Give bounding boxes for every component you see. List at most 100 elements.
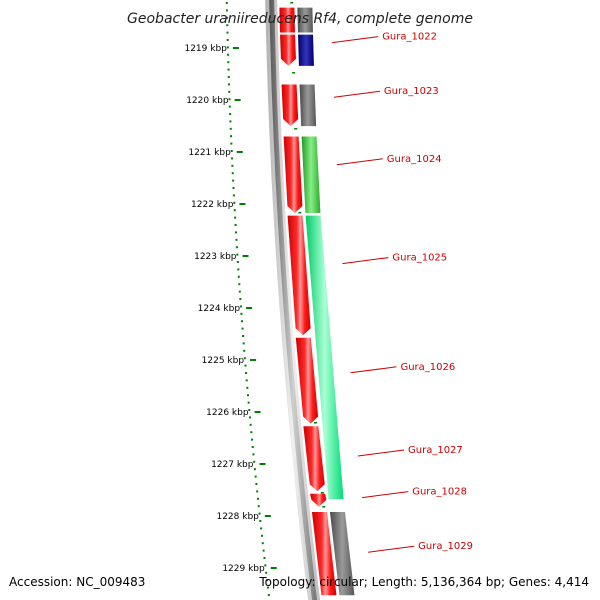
tick-dot bbox=[232, 187, 235, 189]
inner-tick-dot bbox=[290, 2, 294, 4]
tick-dot bbox=[235, 238, 238, 241]
gene-label: Gura_1023 bbox=[384, 86, 439, 97]
gene-feature-col bbox=[298, 34, 314, 66]
tick-dot bbox=[235, 246, 238, 249]
gene-feature-red bbox=[287, 215, 311, 336]
gene-feature-col bbox=[329, 512, 355, 596]
gene-feature-col bbox=[299, 84, 317, 127]
tick-dot bbox=[247, 401, 250, 404]
tick-dot bbox=[239, 305, 242, 308]
tick-dot bbox=[226, 31, 229, 34]
tick-dot bbox=[263, 557, 266, 559]
gene-label: Gura_1028 bbox=[412, 487, 467, 498]
tick-dot bbox=[244, 364, 247, 367]
kbp-label: 1219 kbp bbox=[184, 44, 227, 54]
tick-dot bbox=[245, 379, 248, 382]
gene-leader-line bbox=[368, 545, 415, 553]
gene-feature-red bbox=[295, 337, 319, 424]
tick-dot bbox=[228, 90, 231, 93]
tick-dot bbox=[249, 423, 252, 426]
inner-tick-dot bbox=[322, 506, 326, 508]
accession-text: Accession: NC_009483 bbox=[9, 575, 145, 589]
map-title: Geobacter uraniireducens Rf4, complete g… bbox=[127, 11, 473, 27]
tick-dot bbox=[264, 564, 267, 567]
tick-dot bbox=[227, 61, 230, 64]
inner-tick-dot bbox=[298, 212, 302, 214]
kbp-tick-mark bbox=[264, 515, 271, 517]
tick-dot bbox=[238, 290, 241, 293]
kbp-label: 1222 kbp bbox=[191, 200, 234, 210]
tick-dot bbox=[258, 512, 261, 515]
gene-feature-red bbox=[281, 84, 299, 127]
gene-leader-line bbox=[357, 449, 405, 457]
gene-feature-col bbox=[297, 7, 313, 33]
kbp-tick-mark bbox=[239, 203, 246, 205]
kbp-label: 1225 kbp bbox=[202, 356, 245, 366]
tick-dot bbox=[241, 327, 244, 330]
tick-dot bbox=[227, 76, 230, 78]
gene-feature-col bbox=[301, 136, 321, 213]
tick-dot bbox=[267, 594, 270, 596]
kbp-tick-mark bbox=[259, 463, 266, 465]
tick-dot bbox=[266, 579, 269, 582]
gene-feature-red bbox=[311, 512, 337, 596]
gene-feature-red bbox=[303, 426, 325, 492]
inner-tick-dot bbox=[292, 72, 296, 74]
inner-tick-dot bbox=[313, 422, 317, 424]
gene-feature-red bbox=[279, 7, 295, 33]
tick-dot bbox=[239, 298, 242, 300]
tick-dot bbox=[250, 431, 253, 434]
tick-dot bbox=[226, 39, 229, 41]
tick-dot bbox=[228, 83, 231, 86]
tick-dot bbox=[248, 416, 251, 419]
tick-dot bbox=[236, 253, 239, 256]
tick-dot bbox=[260, 527, 263, 530]
tick-dot bbox=[233, 201, 236, 204]
tick-dot bbox=[236, 261, 239, 263]
tick-dot bbox=[233, 209, 236, 212]
genome-summary: Topology: circular; Length: 5,136,364 bp… bbox=[258, 575, 589, 589]
tick-dot bbox=[232, 179, 235, 182]
kbp-label: 1228 kbp bbox=[216, 512, 259, 522]
kbp-tick-mark bbox=[242, 255, 249, 257]
gene-label: Gura_1027 bbox=[408, 445, 463, 456]
gene-leader-line bbox=[342, 257, 389, 265]
kbp-label: 1226 kbp bbox=[206, 408, 249, 418]
kbp-tick-mark bbox=[246, 307, 253, 309]
kbp-tick-mark bbox=[254, 411, 261, 413]
gene-label: Gura_1029 bbox=[418, 541, 473, 552]
outer-tick-dots bbox=[225, 2, 270, 596]
tick-dot bbox=[227, 53, 230, 56]
kbp-tick-mark bbox=[270, 567, 277, 569]
inner-tick-dot bbox=[320, 492, 324, 494]
gene-leader-line bbox=[350, 366, 397, 374]
tick-dot bbox=[254, 475, 257, 478]
tick-dot bbox=[265, 571, 268, 574]
gene-leader-line bbox=[333, 90, 381, 98]
genome-backbone bbox=[265, 0, 321, 600]
kbp-label: 1223 kbp bbox=[194, 252, 237, 262]
tick-dot bbox=[242, 342, 245, 345]
tick-dot bbox=[246, 394, 249, 397]
tick-dot bbox=[253, 460, 256, 463]
tick-dot bbox=[243, 357, 246, 360]
tick-dot bbox=[229, 127, 232, 130]
tick-dot bbox=[226, 24, 229, 27]
tick-dot bbox=[232, 194, 235, 197]
tick-dot bbox=[245, 372, 248, 374]
tick-dot bbox=[266, 586, 269, 589]
tick-dot bbox=[230, 135, 233, 138]
gene-leader-line bbox=[362, 491, 409, 499]
tick-dot bbox=[231, 172, 234, 175]
tick-dot bbox=[226, 46, 229, 49]
tick-dot bbox=[229, 120, 232, 123]
gene-label: Gura_1022 bbox=[382, 32, 437, 43]
tick-dot bbox=[255, 483, 258, 485]
gene-feature-red bbox=[283, 136, 303, 213]
kbp-tick-mark bbox=[232, 47, 239, 49]
tick-dot bbox=[237, 268, 240, 271]
tick-dot bbox=[228, 98, 231, 101]
kbp-label: 1220 kbp bbox=[186, 96, 229, 106]
tick-dot bbox=[240, 320, 243, 323]
